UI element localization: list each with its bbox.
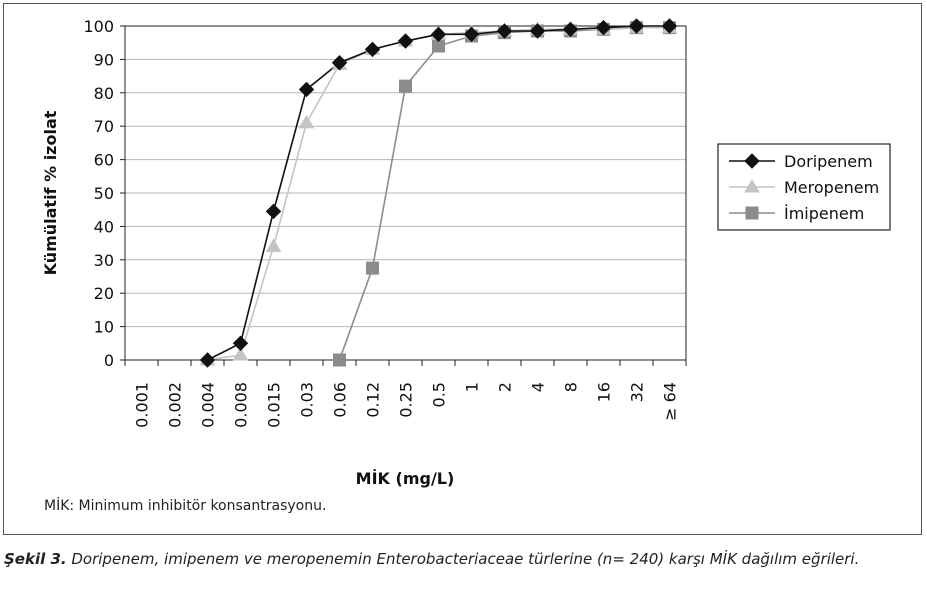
legend-label-imipenem: İmipenem xyxy=(784,204,864,223)
x-tick-label: 32 xyxy=(628,382,647,402)
data-point-imipenem xyxy=(333,353,346,367)
y-tick-label: 10 xyxy=(94,318,114,337)
data-point-meropenem xyxy=(265,238,282,252)
y-tick-label: 50 xyxy=(94,184,114,203)
legend-marker-meropenem xyxy=(744,179,760,193)
y-tick-label: 70 xyxy=(94,117,114,136)
data-point-doripenem xyxy=(463,26,480,43)
x-tick-label: 0.008 xyxy=(232,382,251,428)
x-tick-label: ≥ 64 xyxy=(661,382,680,421)
x-tick-label: 0.06 xyxy=(331,382,350,418)
y-tick-label: 20 xyxy=(94,284,114,303)
data-point-doripenem xyxy=(364,41,381,58)
y-tick-label: 40 xyxy=(94,217,114,236)
y-tick-label: 90 xyxy=(94,50,114,69)
legend-marker-doripenem xyxy=(744,153,760,169)
data-point-doripenem xyxy=(265,203,282,220)
data-point-meropenem xyxy=(298,114,315,129)
series-line-imipenem xyxy=(338,26,670,361)
x-tick-label: 0.015 xyxy=(265,382,284,428)
caption-text: Doripenem, imipenem ve meropenemin Enter… xyxy=(66,550,860,568)
footnote: MİK: Minimum inhibitör konsantrasyonu. xyxy=(44,498,327,514)
y-tick-label: 100 xyxy=(83,17,114,36)
data-point-doripenem xyxy=(397,33,414,49)
y-tick-label: 30 xyxy=(94,251,114,270)
x-tick-label: 0.001 xyxy=(133,382,152,428)
y-tick-label: 60 xyxy=(94,151,114,170)
data-point-doripenem xyxy=(661,18,678,34)
data-point-doripenem xyxy=(199,352,216,368)
x-tick-label: 0.002 xyxy=(166,382,185,428)
series-line-meropenem xyxy=(207,26,670,361)
figure-caption: Şekil 3. Doripenem, imipenem ve meropene… xyxy=(4,548,922,570)
data-point-doripenem xyxy=(430,26,447,43)
x-tick-label: 8 xyxy=(562,382,581,392)
legend-label-meropenem: Meropenem xyxy=(784,178,879,197)
x-tick-label: 0.03 xyxy=(298,382,317,418)
legend-marker-imipenem xyxy=(745,206,759,220)
data-point-doripenem xyxy=(529,23,546,39)
data-point-meropenem xyxy=(232,346,249,361)
x-tick-label: 0.004 xyxy=(199,382,218,428)
y-axis-title: Kümülatif % izolat xyxy=(41,110,60,275)
y-tick-label: 80 xyxy=(94,84,114,103)
data-point-doripenem xyxy=(496,23,513,39)
data-point-doripenem xyxy=(628,18,645,34)
data-point-doripenem xyxy=(298,81,315,98)
data-point-doripenem xyxy=(331,55,348,71)
x-tick-label: 4 xyxy=(529,382,548,392)
x-tick-label: 16 xyxy=(595,382,614,402)
data-point-doripenem xyxy=(595,19,612,36)
x-tick-label: 0.5 xyxy=(430,382,449,407)
data-point-imipenem xyxy=(366,261,379,275)
caption-label: Şekil 3. xyxy=(4,550,67,568)
x-tick-label: 1 xyxy=(463,382,482,392)
data-point-doripenem xyxy=(562,21,579,38)
y-tick-label: 0 xyxy=(104,351,114,370)
data-point-imipenem xyxy=(399,79,412,93)
figure-frame xyxy=(3,3,922,535)
x-tick-label: 0.25 xyxy=(397,382,416,418)
x-tick-label: 0.12 xyxy=(364,382,383,418)
legend-label-doripenem: Doripenem xyxy=(784,152,873,171)
x-axis-title: MİK (mg/L) xyxy=(356,469,455,488)
x-tick-label: 2 xyxy=(496,382,515,392)
data-point-doripenem xyxy=(232,335,249,352)
